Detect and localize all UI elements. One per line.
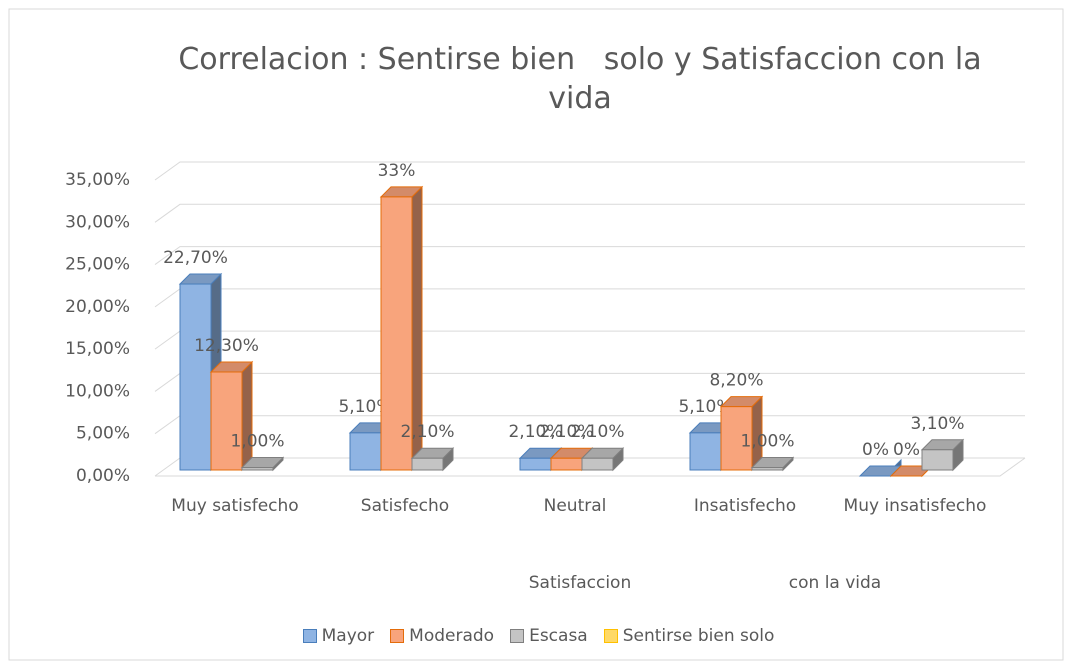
x-tick-label: Insatisfecho	[693, 496, 797, 516]
legend-item: Sentirse bien solo	[603, 626, 775, 646]
legend-swatch	[302, 629, 317, 643]
y-tick-label: 15,00%	[65, 339, 130, 359]
x-tick-label: Neutral	[543, 496, 607, 516]
value-label: 2,10%	[539, 422, 593, 442]
value-label: 8,20%	[709, 371, 763, 391]
grid-line	[154, 203, 1025, 223]
y-tick-label: 30,00%	[65, 212, 130, 232]
bar	[349, 432, 382, 471]
value-label: 5,10%	[338, 397, 392, 417]
value-label: 2,10%	[400, 422, 454, 442]
value-label: 3,10%	[910, 414, 964, 434]
value-label: 5,10%	[678, 397, 732, 417]
value-label: 2,10%	[570, 422, 624, 442]
bar	[210, 371, 243, 471]
value-label: 1,00%	[740, 432, 794, 452]
x-axis-label: Satisfaccion	[528, 573, 632, 593]
y-tick-label: 10,00%	[65, 381, 130, 401]
bar	[689, 432, 722, 471]
value-label: 0%	[893, 440, 920, 460]
bar	[751, 467, 784, 471]
x-axis-label: con la vida	[788, 573, 882, 593]
legend-label: Sentirse bien solo	[622, 626, 775, 646]
x-tick-label: Muy satisfecho	[171, 496, 299, 516]
legend-label: Escasa	[529, 626, 588, 646]
legend-label: Moderado	[409, 626, 495, 646]
y-tick-label: 0,00%	[76, 466, 130, 486]
grid-line	[154, 246, 1025, 265]
bar	[519, 457, 552, 471]
y-tick-label: 20,00%	[65, 297, 130, 317]
bar	[380, 196, 413, 471]
legend-swatch	[390, 629, 405, 643]
legend-swatch	[510, 629, 525, 643]
legend-label: Mayor	[321, 626, 375, 646]
value-label: 1,00%	[230, 432, 284, 452]
grid-line	[154, 161, 1025, 181]
y-tick-label: 35,00%	[65, 170, 130, 190]
legend-item: Escasa	[510, 626, 588, 646]
bar	[581, 457, 614, 471]
value-label: 22,70%	[163, 248, 228, 268]
y-tick-label: 5,00%	[76, 424, 130, 444]
bar	[921, 449, 954, 471]
bar	[550, 457, 583, 471]
chart-title: Correlacion : Sentirse bien solo y Satis…	[178, 42, 992, 116]
y-tick-label: 25,00%	[65, 255, 130, 275]
x-tick-label: Muy insatisfecho	[843, 496, 987, 516]
bar	[179, 283, 212, 471]
floor	[155, 457, 1026, 477]
legend: Mayor Moderado Escasa Sentirse bien solo	[0, 626, 1077, 648]
value-label: 33%	[378, 161, 416, 181]
x-tick-label: Satisfecho	[360, 496, 450, 516]
bar-side	[241, 360, 253, 472]
bar	[241, 467, 274, 471]
value-label: 0%	[862, 440, 889, 460]
legend-item: Mayor	[302, 626, 375, 646]
legend-item: Moderado	[390, 626, 494, 646]
value-label: 12,30%	[194, 336, 259, 356]
bar	[720, 406, 753, 471]
bar	[411, 457, 444, 471]
value-label: 2,10%	[508, 422, 562, 442]
legend-swatch	[603, 629, 618, 643]
